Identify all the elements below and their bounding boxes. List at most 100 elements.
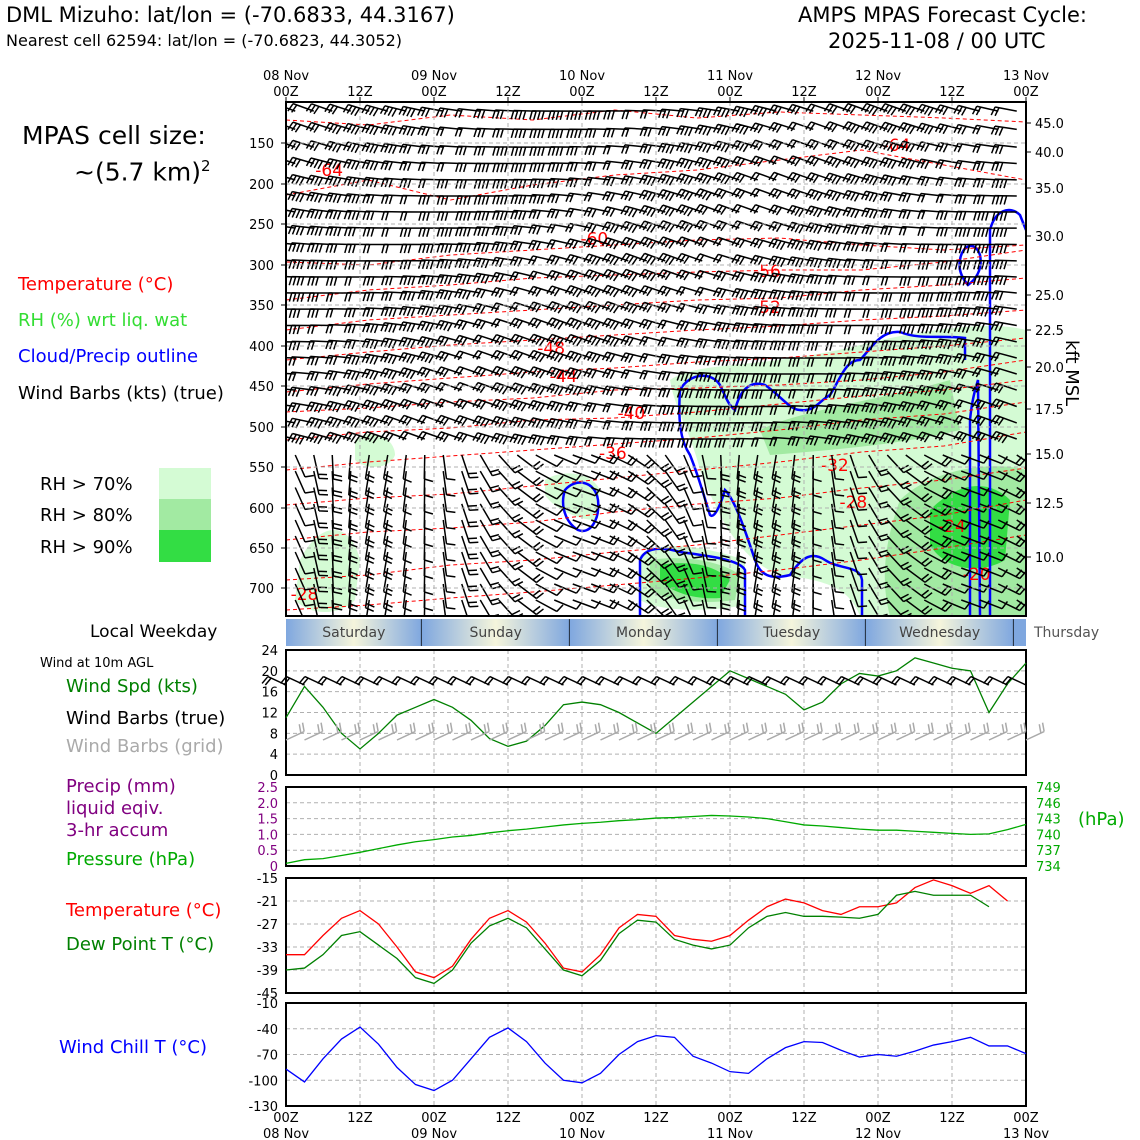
- wind-barb: [361, 383, 388, 396]
- wind-barb: [492, 194, 518, 205]
- wind-barb: [683, 551, 703, 575]
- wind-barb: [991, 243, 1017, 254]
- wind-barb: [399, 275, 425, 286]
- wind-barb: [546, 434, 573, 446]
- wind-barb: [498, 551, 524, 571]
- isotherm-label: -64: [315, 161, 343, 181]
- top-time-label: 12Z: [791, 85, 817, 100]
- wind-barb: [627, 567, 656, 582]
- wind-barb: [768, 272, 795, 284]
- wind-barb: [602, 436, 629, 447]
- wind-barb: [960, 535, 990, 545]
- wind-barb: [806, 290, 832, 302]
- wind-barb: [786, 103, 814, 115]
- wind-barb: [490, 286, 518, 298]
- wind-barb: [621, 437, 647, 448]
- wind-barb: [646, 486, 673, 505]
- wind-barb: [953, 352, 980, 364]
- wind-barb: [638, 335, 666, 346]
- wind-barb: [749, 155, 777, 167]
- grid-wind-barb: [341, 722, 361, 741]
- wind-barb: [527, 399, 555, 412]
- wind-barb: [584, 128, 610, 138]
- wind-barb: [602, 385, 629, 397]
- wind-barb: [454, 288, 481, 300]
- wind-barb: [694, 286, 721, 297]
- wind-barb: [657, 252, 685, 266]
- wind-barb: [343, 158, 370, 171]
- wind-barb: [565, 207, 592, 218]
- wind-barb: [436, 243, 462, 253]
- bottom-time-label: 00Z: [273, 1111, 299, 1126]
- wind-barb: [971, 398, 999, 410]
- wind-barb: [905, 470, 933, 487]
- wind-barb: [695, 438, 721, 448]
- wind-barb: [461, 535, 479, 560]
- cell-size-number: ~(5.7 km): [74, 157, 201, 187]
- wind-barb: [416, 414, 444, 425]
- wind-barb: [749, 204, 777, 214]
- wind-barb: [306, 385, 333, 397]
- wind-barb: [362, 291, 388, 302]
- wind-barb: [916, 369, 943, 381]
- wind-barb: [658, 438, 684, 448]
- grid-wind-barb: [877, 722, 897, 741]
- temp-panel-frame: [285, 877, 1027, 994]
- wind-barb: [664, 535, 688, 557]
- wind-barb: [380, 177, 407, 188]
- wind-barb: [364, 519, 375, 549]
- cell-size-value: ~(5.7 km)2: [74, 157, 211, 186]
- wind-barb: [535, 599, 564, 613]
- wind-barb: [991, 274, 1017, 286]
- wind-barb: [771, 487, 782, 516]
- wind-barb: [453, 365, 481, 376]
- wind-barb: [546, 269, 573, 281]
- wind-barb: [786, 171, 814, 184]
- wind-barb: [639, 143, 666, 154]
- wind-barb: [731, 122, 758, 135]
- wind-barb: [398, 124, 425, 137]
- wind-barb: [771, 583, 782, 613]
- surface-wind-barb: [816, 675, 842, 686]
- wind-barb: [898, 324, 925, 335]
- wind-barb: [473, 145, 499, 156]
- wind-barb: [305, 174, 333, 187]
- wind-barb: [583, 317, 610, 330]
- wind-barb: [528, 434, 555, 446]
- wind-speed-label: Wind Spd (kts): [66, 676, 198, 697]
- wind-barb: [454, 242, 481, 253]
- wind-barb: [342, 122, 370, 135]
- wind-barb: [934, 123, 962, 135]
- wind-barb: [664, 583, 688, 605]
- wind-barb: [362, 193, 388, 204]
- wind-barb: [768, 171, 796, 182]
- wind-barb: [583, 384, 610, 396]
- wind-barb: [379, 430, 407, 443]
- wind-barb: [843, 291, 869, 302]
- surface-wind-barb: [409, 675, 435, 686]
- wind-barb: [823, 206, 851, 218]
- wind-barb: [343, 369, 370, 381]
- wind-barb: [805, 273, 832, 285]
- wind-barb: [753, 551, 764, 581]
- wind-barb: [979, 583, 1009, 594]
- wind-barb: [657, 302, 684, 314]
- legend-temperature: Temperature (°C): [18, 274, 174, 295]
- wind-barb: [831, 487, 845, 514]
- wind-barb: [713, 106, 740, 118]
- wind-barb: [287, 102, 315, 113]
- wind-barb: [824, 403, 851, 414]
- wind-barb: [657, 269, 684, 281]
- wind-barb: [343, 193, 370, 204]
- wind-barb: [435, 289, 462, 301]
- wind-barb: [646, 567, 673, 586]
- wind-barb: [455, 162, 481, 173]
- wind-barb: [461, 567, 479, 592]
- wind-barb: [694, 124, 721, 136]
- wind-barb: [305, 416, 333, 429]
- wind-barb: [897, 157, 925, 170]
- wind-barb: [805, 239, 832, 252]
- wind-barb: [787, 420, 814, 431]
- wind-barb: [972, 194, 999, 205]
- wind-barb: [805, 172, 832, 184]
